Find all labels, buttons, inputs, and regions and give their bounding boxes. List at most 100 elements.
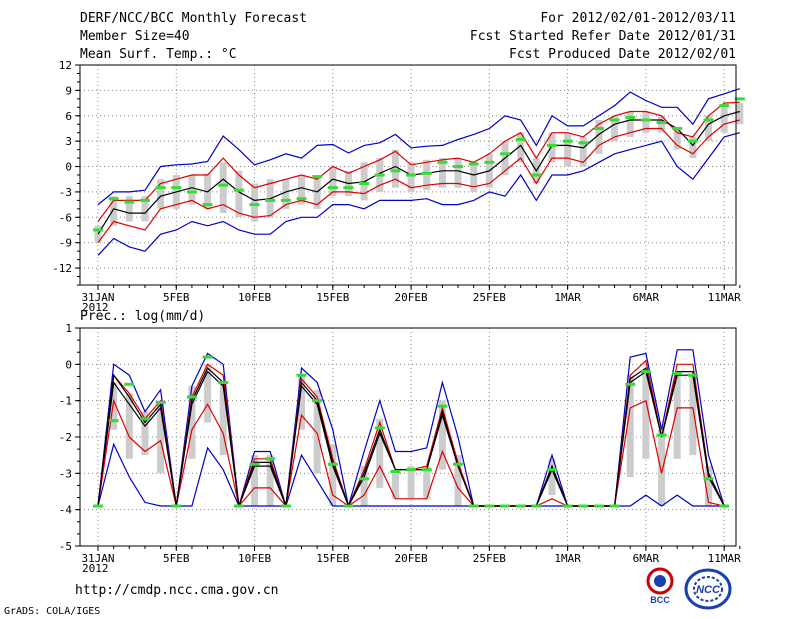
refer-date: Fcst Started Refer Date 2012/01/31 bbox=[469, 29, 736, 44]
spread-box bbox=[579, 136, 587, 167]
footer-credit: GrADS: COLA/IGES bbox=[4, 606, 101, 617]
spread-box bbox=[125, 393, 133, 459]
spread-box bbox=[642, 111, 650, 133]
x-tick-label: 15FEB bbox=[316, 552, 349, 565]
spread-box bbox=[360, 466, 368, 507]
spread-box bbox=[157, 179, 165, 209]
x-tick-label: 25FEB bbox=[473, 291, 506, 304]
spread-box bbox=[626, 111, 634, 137]
y-tick-label: 3 bbox=[65, 135, 72, 148]
spread-box bbox=[548, 132, 556, 163]
ncc-logo: NCC bbox=[684, 568, 732, 610]
spread-box bbox=[391, 149, 399, 188]
spread-box bbox=[658, 115, 666, 133]
spread-box bbox=[157, 400, 165, 474]
x-tick-sublabel: 2012 bbox=[82, 562, 109, 575]
y-tick-label: -3 bbox=[59, 186, 72, 199]
spread-box bbox=[110, 196, 118, 226]
member-size: Member Size=40 bbox=[80, 29, 190, 44]
spread-box bbox=[673, 128, 681, 150]
y-tick-label: -12 bbox=[52, 262, 72, 275]
spread-box bbox=[376, 418, 384, 488]
footer-url[interactable]: http://cmdp.ncc.cma.gov.cn bbox=[75, 583, 279, 598]
precip-title: Prec.: log(mm/d) bbox=[80, 309, 206, 324]
spread-box bbox=[391, 469, 399, 499]
spread-box bbox=[188, 386, 196, 459]
y-tick-label: 0 bbox=[65, 358, 72, 371]
series-mean_plus_std-line bbox=[97, 101, 740, 222]
spread-box bbox=[517, 132, 525, 163]
spread-box bbox=[298, 175, 306, 205]
y-tick-label: -9 bbox=[59, 237, 72, 250]
spread-box bbox=[705, 466, 713, 507]
y-tick-label: -5 bbox=[59, 540, 72, 553]
ncc-logo-icon: NCC bbox=[684, 568, 732, 610]
spread-box bbox=[266, 455, 274, 507]
y-tick-label: -4 bbox=[59, 504, 73, 517]
spread-box bbox=[658, 429, 666, 507]
spread-box bbox=[454, 455, 462, 507]
x-tick-label: 31JAN bbox=[81, 291, 114, 304]
spread-box bbox=[595, 120, 603, 154]
spread-box bbox=[423, 159, 431, 191]
spread-box bbox=[251, 183, 259, 222]
spread-box bbox=[407, 466, 415, 499]
y-tick-label: 1 bbox=[65, 322, 72, 335]
series-mean_minus_std-line bbox=[97, 398, 725, 508]
spread-box bbox=[689, 136, 697, 159]
x-tick-label: 25FEB bbox=[473, 552, 506, 565]
spread-box bbox=[188, 175, 196, 205]
x-tick-label: 20FEB bbox=[395, 291, 428, 304]
spread-box bbox=[720, 107, 728, 133]
spread-box bbox=[470, 162, 478, 192]
spread-box bbox=[564, 132, 572, 167]
x-tick-label: 20FEB bbox=[395, 552, 428, 565]
spread-box bbox=[423, 466, 431, 499]
ncc-logo-text: NCC bbox=[696, 584, 721, 596]
spread-box bbox=[611, 115, 619, 142]
spread-box bbox=[219, 162, 227, 214]
bcc-logo: BCC bbox=[640, 565, 680, 605]
spread-box bbox=[141, 196, 149, 222]
y-tick-label: -6 bbox=[59, 211, 72, 224]
y-tick-label: 9 bbox=[65, 84, 72, 97]
spread-box bbox=[548, 458, 556, 496]
x-tick-label: 15FEB bbox=[316, 291, 349, 304]
y-tick-label: -3 bbox=[59, 467, 72, 480]
y-tick-label: 0 bbox=[65, 161, 72, 174]
y-tick-label: -1 bbox=[59, 395, 72, 408]
spread-box bbox=[438, 158, 446, 188]
spread-box bbox=[282, 179, 290, 209]
bcc-logo-text: BCC bbox=[650, 595, 670, 605]
y-tick-label: -2 bbox=[59, 431, 72, 444]
y-tick-label: 6 bbox=[65, 110, 72, 123]
spread-box bbox=[313, 389, 321, 474]
x-tick-label: 31JAN bbox=[81, 552, 114, 565]
spread-box bbox=[141, 411, 149, 456]
chart-title: DERF/NCC/BCC Monthly Forecast bbox=[80, 11, 307, 26]
series-min-line bbox=[97, 442, 725, 507]
series-mean-line bbox=[97, 110, 740, 235]
x-tick-label: 5FEB bbox=[163, 291, 190, 304]
spread-box bbox=[298, 375, 306, 430]
x-tick-label: 10FEB bbox=[238, 291, 271, 304]
spread-box bbox=[454, 158, 462, 188]
spread-box bbox=[219, 382, 227, 456]
x-tick-label: 6MAR bbox=[633, 291, 660, 304]
series-mean_minus_std-line bbox=[97, 119, 740, 244]
bcc-logo-icon: BCC bbox=[646, 567, 674, 605]
spread-box bbox=[204, 173, 212, 209]
series-max-line bbox=[97, 88, 740, 206]
x-tick-label: 10FEB bbox=[238, 552, 271, 565]
forecast-period: For 2012/02/01-2012/03/11 bbox=[540, 11, 736, 26]
spread-box bbox=[204, 364, 212, 423]
x-tick-label: 1MAR bbox=[554, 291, 581, 304]
spread-box bbox=[251, 455, 259, 507]
spread-box bbox=[673, 371, 681, 459]
spread-box bbox=[235, 170, 243, 218]
series-max-line bbox=[97, 349, 725, 507]
x-tick-label: 11MAR bbox=[708, 552, 741, 565]
spread-box bbox=[736, 103, 744, 125]
variable-label: Mean Surf. Temp.: °C bbox=[80, 47, 237, 62]
